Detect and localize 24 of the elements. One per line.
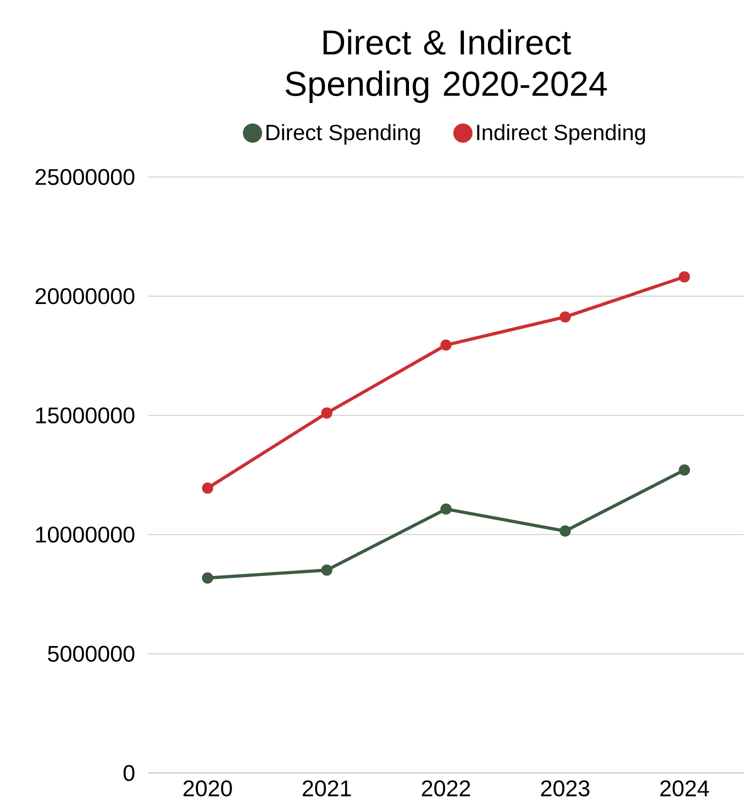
- point: [440, 503, 452, 515]
- y-tick-label: 10000000: [36, 526, 135, 543]
- y-tick-label: 5000000: [48, 646, 135, 662]
- legend-label: Direct Spending: [266, 124, 420, 145]
- point: [560, 525, 572, 537]
- point: [202, 572, 214, 584]
- x-tick-label: 2020: [184, 780, 232, 796]
- y-tick-label: 0: [124, 764, 135, 782]
- point: [440, 339, 452, 351]
- point: [560, 311, 572, 323]
- x-tick-label: 2024: [660, 780, 710, 796]
- y-tick-label: 20000000: [36, 288, 135, 304]
- chart-title: Direct & Indirect Spending 2020-2024: [286, 29, 608, 103]
- legend-label: Indirect Spending: [477, 124, 646, 145]
- x-tick-label: 2022: [422, 780, 470, 796]
- x-tick-label: 2021: [302, 780, 352, 796]
- point: [321, 407, 333, 419]
- point: [679, 464, 690, 476]
- point: [679, 271, 690, 282]
- point: [202, 482, 214, 494]
- y-tick-label: 25000000: [36, 168, 135, 186]
- y-tick-label: 15000000: [36, 407, 135, 424]
- point: [321, 564, 333, 576]
- x-tick-label: 2023: [541, 780, 590, 796]
